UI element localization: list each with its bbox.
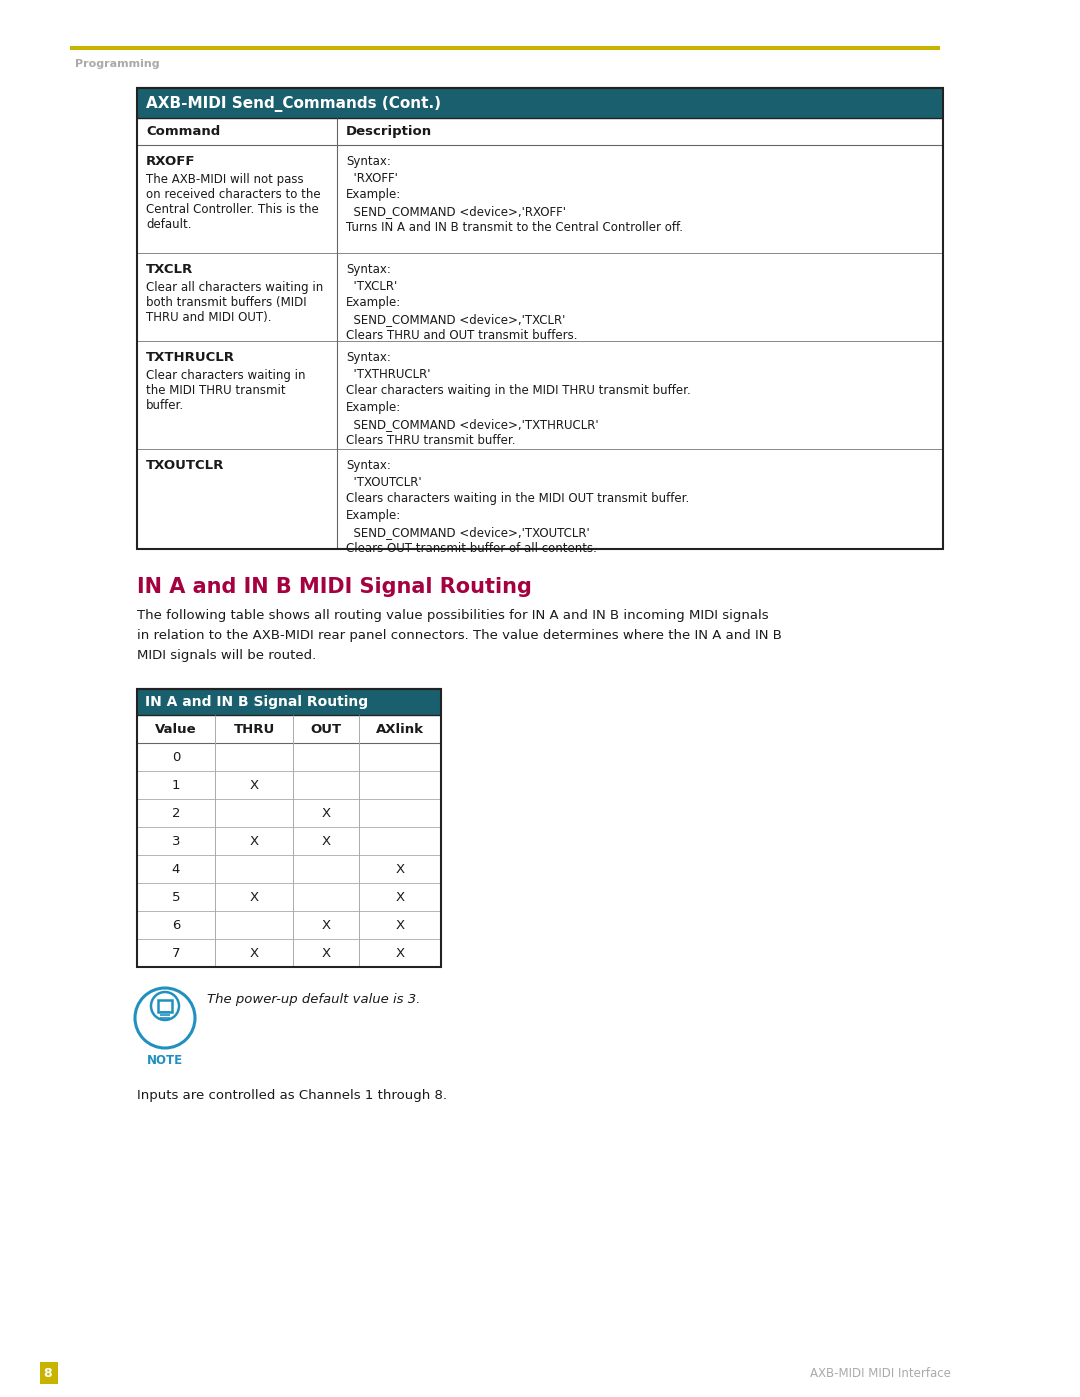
Text: 8: 8 [43,1368,52,1380]
Text: in relation to the AXB-MIDI rear panel connectors. The value determines where th: in relation to the AXB-MIDI rear panel c… [137,629,782,643]
Text: SEND_COMMAND <device>,'TXTHRUCLR': SEND_COMMAND <device>,'TXTHRUCLR' [346,418,598,432]
Text: IN A and IN B MIDI Signal Routing: IN A and IN B MIDI Signal Routing [137,577,531,597]
Text: 5: 5 [172,891,180,904]
Text: X: X [322,835,330,848]
Text: Example:: Example: [346,296,402,309]
Text: Turns IN A and IN B transmit to the Central Controller off.: Turns IN A and IN B transmit to the Cent… [346,221,683,235]
Text: Clear all characters waiting in: Clear all characters waiting in [146,281,323,293]
Text: Syntax:: Syntax: [346,155,391,168]
Text: X: X [395,863,405,876]
Bar [137,341,943,448]
Text: SEND_COMMAND <device>,'TXOUTCLR': SEND_COMMAND <device>,'TXOUTCLR' [346,527,590,539]
Text: TXCLR: TXCLR [146,263,193,277]
Text: MIDI signals will be routed.: MIDI signals will be routed. [137,650,316,662]
Text: Clears OUT transmit buffer of all contents.: Clears OUT transmit buffer of all conten… [346,542,597,555]
Text: Clears characters waiting in the MIDI OUT transmit buffer.: Clears characters waiting in the MIDI OU… [346,492,689,504]
Text: THRU and MIDI OUT).: THRU and MIDI OUT). [146,312,271,324]
Text: AXB-MIDI MIDI Interface: AXB-MIDI MIDI Interface [810,1368,950,1380]
Bar [137,827,441,855]
Text: Example:: Example: [346,509,402,522]
Text: Clears THRU and OUT transmit buffers.: Clears THRU and OUT transmit buffers. [346,330,578,342]
Text: TXTHRUCLR: TXTHRUCLR [146,351,235,365]
Text: 1: 1 [172,780,180,792]
Text: X: X [395,947,405,960]
Text: Inputs are controlled as Channels 1 through 8.: Inputs are controlled as Channels 1 thro… [137,1090,447,1102]
Text: Description: Description [346,124,432,138]
Text: 4: 4 [172,863,180,876]
Text: 7: 7 [172,947,180,960]
Text: SEND_COMMAND <device>,'RXOFF': SEND_COMMAND <device>,'RXOFF' [346,205,566,218]
Text: buffer.: buffer. [146,400,184,412]
Text: 'RXOFF': 'RXOFF' [346,172,397,184]
Text: Syntax:: Syntax: [346,263,391,277]
Text: 6: 6 [172,919,180,932]
Text: Syntax:: Syntax: [346,351,391,365]
Text: X: X [249,947,258,960]
Text: NOTE: NOTE [147,1053,184,1067]
Text: Central Controller. This is the: Central Controller. This is the [146,203,319,217]
Text: The AXB-MIDI will not pass: The AXB-MIDI will not pass [146,173,303,186]
Text: 0: 0 [172,752,180,764]
Bar [137,253,943,341]
Text: X: X [249,780,258,792]
Bar [137,88,943,549]
Text: Clears THRU transmit buffer.: Clears THRU transmit buffer. [346,434,515,447]
Bar [158,1000,172,1011]
Bar [137,88,943,117]
Bar [137,743,441,771]
Text: 'TXOUTCLR': 'TXOUTCLR' [346,476,421,489]
Text: both transmit buffers (MIDI: both transmit buffers (MIDI [146,296,307,309]
Text: The power-up default value is 3.: The power-up default value is 3. [207,993,420,1006]
Bar [137,939,441,967]
Text: on received characters to the: on received characters to the [146,189,321,201]
Bar [137,715,441,743]
Text: Clear characters waiting in: Clear characters waiting in [146,369,306,381]
Text: Command: Command [146,124,220,138]
Text: 3: 3 [172,835,180,848]
Text: AXlink: AXlink [376,724,424,736]
Text: X: X [249,891,258,904]
Text: AXB-MIDI Send_Commands (Cont.): AXB-MIDI Send_Commands (Cont.) [146,96,441,112]
Text: Example:: Example: [346,401,402,414]
Text: SEND_COMMAND <device>,'TXCLR': SEND_COMMAND <device>,'TXCLR' [346,313,565,326]
Text: X: X [322,947,330,960]
Text: default.: default. [146,218,191,231]
Text: OUT: OUT [310,724,341,736]
Bar [137,448,943,549]
Bar [137,771,441,799]
Circle shape [151,992,179,1020]
Circle shape [135,988,195,1048]
Text: THRU: THRU [233,724,274,736]
Text: TXOUTCLR: TXOUTCLR [146,460,225,472]
Text: 'TXTHRUCLR': 'TXTHRUCLR' [346,367,431,381]
Text: Programming: Programming [75,59,160,68]
Text: 'TXCLR': 'TXCLR' [346,279,397,293]
Bar [40,1362,58,1384]
Text: RXOFF: RXOFF [146,155,195,168]
Text: X: X [322,919,330,932]
Text: 2: 2 [172,807,180,820]
Text: Syntax:: Syntax: [346,460,391,472]
Text: the MIDI THRU transmit: the MIDI THRU transmit [146,384,285,397]
Bar [137,855,441,883]
Text: X: X [395,919,405,932]
Text: IN A and IN B Signal Routing: IN A and IN B Signal Routing [145,694,368,710]
Bar [137,117,943,145]
Text: X: X [249,835,258,848]
Text: X: X [322,807,330,820]
Bar [137,689,441,715]
Bar [137,689,441,967]
Bar [137,799,441,827]
Text: Example:: Example: [346,189,402,201]
Bar [70,46,940,50]
Text: Clear characters waiting in the MIDI THRU transmit buffer.: Clear characters waiting in the MIDI THR… [346,384,691,397]
Text: Value: Value [156,724,197,736]
Bar [137,145,943,253]
Bar [137,911,441,939]
Bar [137,883,441,911]
Text: X: X [395,891,405,904]
Text: The following table shows all routing value possibilities for IN A and IN B inco: The following table shows all routing va… [137,609,769,622]
